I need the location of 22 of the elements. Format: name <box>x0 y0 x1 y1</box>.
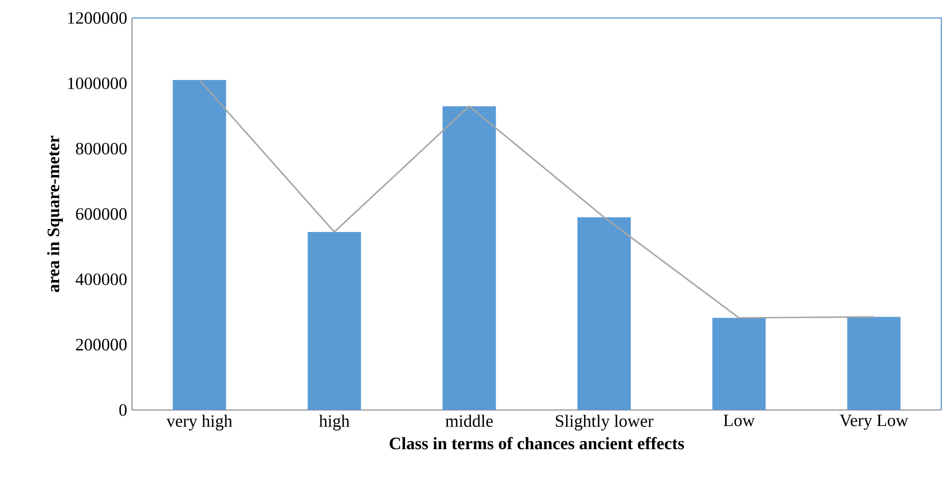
x-tick-label: Low <box>724 414 755 426</box>
line-series <box>198 79 875 319</box>
y-tick-label: 1000000 <box>68 77 127 90</box>
y-tick-label: 1200000 <box>68 12 127 24</box>
bar <box>172 80 226 410</box>
bar <box>442 106 496 410</box>
x-axis-title: Class in terms of chances ancient effects <box>390 436 684 450</box>
x-tick-label: middle <box>446 414 493 427</box>
y-tick-label: 0 <box>119 404 127 416</box>
y-tick-label: 800000 <box>76 142 127 155</box>
x-tick-label: very high <box>166 414 232 430</box>
bar <box>577 217 631 410</box>
bar <box>847 316 901 410</box>
y-tick-label: 600000 <box>76 208 127 220</box>
y-tick-label: 400000 <box>76 273 127 286</box>
y-axis-title: area in Square-meter <box>47 136 63 292</box>
x-tick-label: high <box>319 414 350 430</box>
bar <box>712 318 766 410</box>
x-tick-label: Slightly lower <box>556 414 654 430</box>
bar <box>308 232 361 410</box>
x-tick-label: Very Low <box>840 414 908 430</box>
y-tick-label: 200000 <box>76 338 127 350</box>
